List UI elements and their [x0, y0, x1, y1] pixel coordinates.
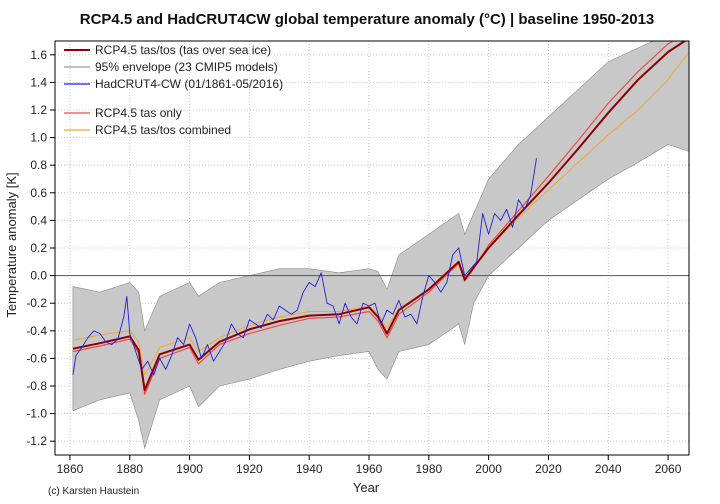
y-tick-label: -0.8: [26, 379, 47, 393]
legend: RCP4.5 tas/tos (tas over sea ice) 95% env…: [64, 43, 283, 137]
y-tick-label: 1.6: [30, 48, 47, 62]
y-tick-label: -0.6: [26, 351, 47, 365]
y-tick-label: 0.2: [30, 241, 47, 255]
legend-label: RCP4.5 tas/tos (tas over sea ice): [95, 43, 271, 57]
legend-label: 95% envelope (23 CMIP5 models): [95, 60, 278, 74]
x-tick-label: 1900: [176, 462, 203, 476]
x-tick-label: 1860: [57, 462, 84, 476]
y-tick-label: -1.0: [26, 407, 47, 421]
x-tick-label: 1920: [236, 462, 263, 476]
y-tick-label: 0.6: [30, 186, 47, 200]
y-tick-label: -1.2: [26, 434, 47, 448]
x-tick-label: 2060: [655, 462, 682, 476]
x-tick-label: 1880: [116, 462, 143, 476]
series-line-hadcrut4-cw-01-1861-05-2016: [72, 158, 537, 376]
credit-text: (c) Karsten Haustein: [48, 486, 139, 497]
y-tick-label: 1.0: [30, 131, 47, 145]
x-tick-label: 2040: [595, 462, 622, 476]
chart-title: RCP4.5 and HadCRUT4CW global temperature…: [80, 11, 655, 28]
series-line-rcp4-5-tas-tos-tas-over-sea-ice: [72, 41, 687, 392]
legend-label: RCP4.5 tas only: [95, 106, 182, 120]
y-tick-label: -0.2: [26, 296, 47, 310]
y-tick-label: 1.2: [30, 103, 47, 117]
envelope-band: [72, 41, 689, 450]
x-tick-label: 1960: [356, 462, 383, 476]
y-tick-label: 0.4: [30, 213, 47, 227]
series-line-rcp4-5-tas-only: [72, 41, 675, 395]
y-tick-label: 1.4: [30, 75, 47, 89]
y-tick-label: 0.0: [30, 269, 47, 283]
x-tick-label: 1940: [296, 462, 323, 476]
x-tick-label: 1980: [415, 462, 442, 476]
y-axis-label: Temperature anomaly [K]: [4, 172, 19, 317]
y-tick-label: -0.4: [26, 324, 47, 338]
x-axis-label: Year: [353, 480, 380, 495]
y-tick-label: 0.8: [30, 158, 47, 172]
x-tick-label: 2000: [475, 462, 502, 476]
plot-content: [55, 41, 689, 450]
legend-label: HadCRUT4-CW (01/1861-05/2016): [95, 77, 283, 91]
legend-label: RCP4.5 tas/tos combined: [95, 123, 231, 137]
x-tick-label: 2020: [535, 462, 562, 476]
